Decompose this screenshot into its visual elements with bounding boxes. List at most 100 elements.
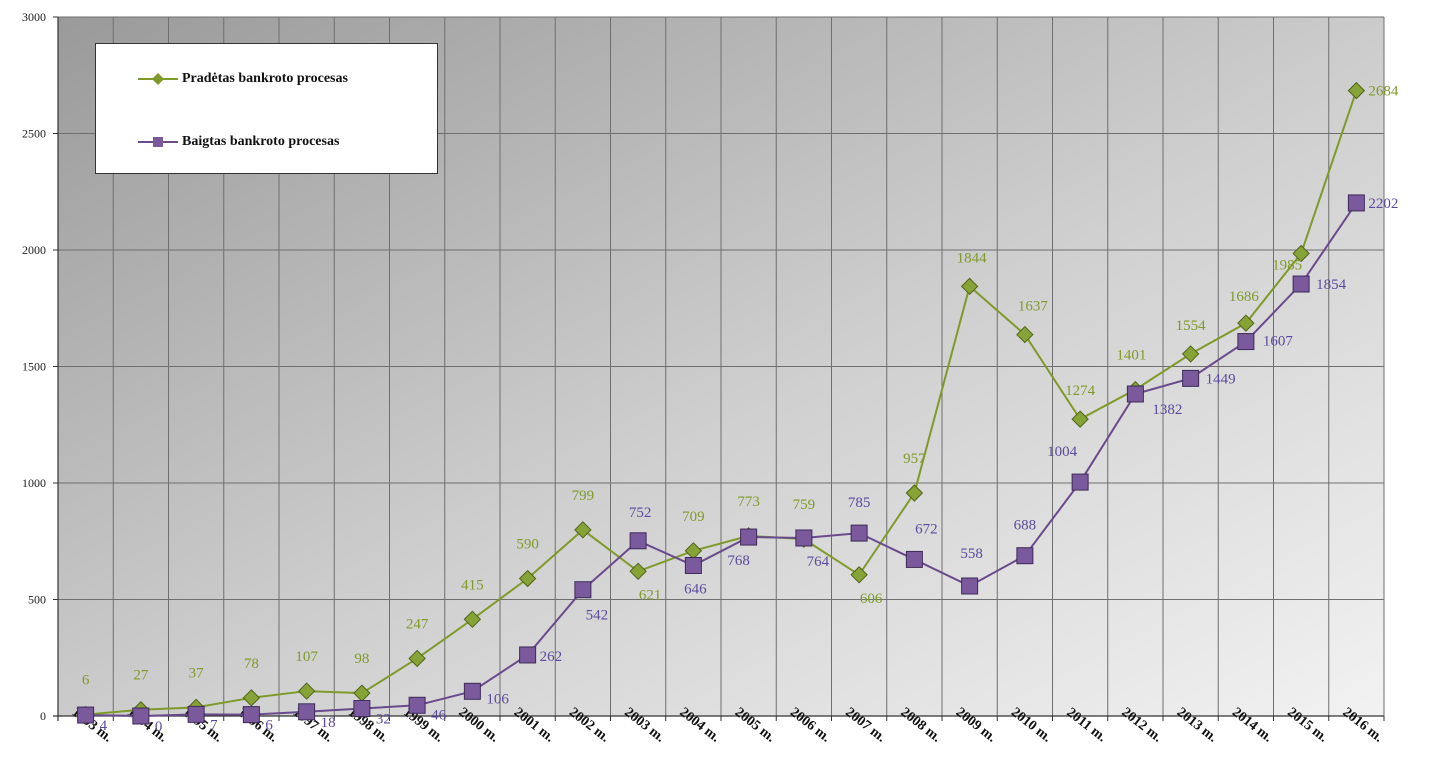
- data-label: 1844: [957, 250, 988, 266]
- data-label: 590: [516, 537, 539, 553]
- data-label: 6: [265, 718, 273, 734]
- data-label: 6: [82, 673, 90, 689]
- data-point: [905, 550, 923, 568]
- data-label: 1554: [1176, 318, 1207, 334]
- data-label: 1607: [1263, 334, 1294, 350]
- data-point: [574, 581, 592, 599]
- data-label: 18: [321, 715, 336, 731]
- data-point: [850, 566, 868, 584]
- y-tick-label: 1500: [22, 360, 46, 374]
- data-label: 646: [684, 581, 707, 597]
- axes: [53, 16, 1385, 721]
- data-point: [684, 556, 702, 574]
- data-label: 415: [461, 577, 484, 593]
- data-label: 672: [915, 521, 938, 537]
- data-point: [242, 706, 260, 724]
- data-label: 7: [210, 717, 218, 733]
- y-tick-labels: 0 500 1000 1500 2000 2500 3000: [22, 10, 46, 723]
- data-label: 799: [572, 488, 595, 504]
- data-point: [519, 646, 537, 664]
- data-point: [795, 529, 813, 547]
- data-point: [629, 532, 647, 550]
- data-point: [463, 682, 481, 700]
- data-label: 542: [586, 608, 609, 624]
- data-point: [1016, 547, 1034, 565]
- data-label: 0: [155, 719, 163, 735]
- data-label: 1401: [1116, 348, 1146, 364]
- data-label: 106: [486, 691, 509, 707]
- legend: Pradėtas bankroto procesas Baigtas bankr…: [95, 43, 438, 174]
- data-label: 752: [629, 505, 652, 521]
- data-label: 27: [133, 668, 149, 684]
- series-line: [85, 202, 1358, 718]
- data-point: [574, 521, 592, 539]
- data-label: 1637: [1018, 299, 1049, 315]
- data-point: [353, 700, 371, 718]
- data-label: 773: [737, 494, 760, 510]
- y-tick-label: 2500: [22, 127, 46, 141]
- data-point: [132, 707, 150, 725]
- data-label: 1382: [1152, 402, 1182, 418]
- y-tick-label: 2000: [22, 243, 46, 257]
- data-point: [961, 577, 979, 595]
- data-point: [740, 528, 758, 546]
- data-point: [518, 569, 537, 588]
- data-point: [298, 703, 316, 721]
- data-label: 709: [682, 509, 705, 525]
- data-point: [408, 649, 426, 668]
- data-label: 1985: [1272, 257, 1302, 273]
- data-label: 621: [639, 587, 662, 603]
- data-point: [1016, 325, 1034, 344]
- legend-label-baigtas: Baigtas bankroto procesas: [182, 134, 340, 149]
- y-tick-label: 3000: [22, 10, 46, 24]
- data-point: [77, 706, 95, 724]
- data-labels: 6 27 37 78 107 98 247 415 590 799 621 709 773 759 606 9…: [82, 84, 1399, 735]
- y-tick-label: 1000: [22, 476, 46, 490]
- data-label: 262: [540, 649, 563, 665]
- legend-swatch-square-icon: [138, 137, 178, 147]
- data-label: 558: [960, 546, 983, 562]
- data-label: 764: [807, 554, 830, 570]
- data-label: 1004: [1047, 444, 1078, 460]
- data-point: [1237, 314, 1255, 332]
- data-point: [1181, 345, 1200, 363]
- data-label: 98: [354, 651, 369, 667]
- markers: [76, 81, 1366, 725]
- data-point: [297, 682, 316, 700]
- data-label: 768: [727, 553, 750, 569]
- data-label: 2202: [1368, 196, 1398, 212]
- data-label: 759: [793, 497, 816, 513]
- data-point: [187, 705, 205, 723]
- data-label: 37: [189, 665, 205, 681]
- data-label: 4: [100, 718, 108, 734]
- series-line: [85, 90, 1358, 716]
- data-label: 247: [406, 616, 429, 632]
- data-label: 32: [376, 712, 391, 728]
- data-label: 46: [431, 707, 447, 723]
- data-label: 785: [848, 495, 871, 511]
- data-label: 1686: [1229, 289, 1260, 305]
- data-label: 1274: [1065, 383, 1096, 399]
- data-label: 107: [295, 649, 318, 665]
- data-point: [1071, 410, 1089, 428]
- data-point: [1237, 333, 1255, 351]
- data-label: 78: [244, 656, 259, 672]
- data-point: [1347, 81, 1366, 100]
- data-label: 957: [903, 451, 926, 467]
- data-label: 2684: [1368, 84, 1399, 100]
- legend-item-baigtas: Baigtas bankroto procesas: [136, 132, 339, 152]
- data-label: 1854: [1316, 277, 1347, 293]
- data-point: [1292, 275, 1310, 293]
- y-tick-label: 500: [28, 593, 46, 607]
- legend-item-pradetas: Pradėtas bankroto procesas: [136, 69, 348, 89]
- data-point: [408, 696, 426, 714]
- legend-swatch-diamond-icon: [138, 73, 178, 85]
- data-point: [1292, 244, 1310, 263]
- data-point: [1347, 194, 1365, 212]
- data-label: 1449: [1206, 371, 1236, 387]
- data-point: [850, 524, 868, 542]
- data-point: [1126, 385, 1144, 403]
- legend-label-pradetas: Pradėtas bankroto procesas: [182, 71, 348, 86]
- data-point: [905, 484, 924, 502]
